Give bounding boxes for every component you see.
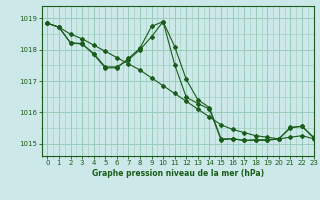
X-axis label: Graphe pression niveau de la mer (hPa): Graphe pression niveau de la mer (hPa) bbox=[92, 169, 264, 178]
